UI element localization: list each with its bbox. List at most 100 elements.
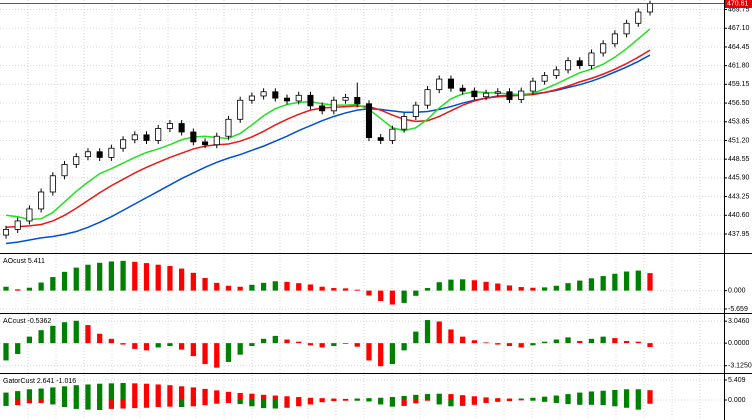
candle-body (26, 208, 33, 222)
histogram-bar (73, 267, 79, 291)
histogram-bar (635, 341, 641, 344)
histogram-bar (202, 343, 208, 365)
candle-body (225, 118, 232, 137)
gator-bar (378, 400, 384, 405)
candle-body (424, 89, 431, 106)
histogram-bar (307, 284, 314, 291)
histogram-bar (272, 335, 278, 344)
gator-bar (26, 400, 33, 404)
candle-body (635, 11, 642, 24)
gator-bar (530, 397, 536, 400)
y-tick-label: 459.15 (728, 81, 750, 88)
histogram-bar (448, 279, 454, 291)
histogram-bar (378, 343, 384, 367)
gator-bar (15, 391, 21, 400)
histogram-bar (38, 282, 44, 291)
y-tick-label: 469.75 (728, 6, 750, 13)
gator-bar (307, 400, 314, 405)
y-tick-label: 467.10 (728, 25, 750, 32)
candle-body (295, 94, 302, 102)
candle-body (623, 22, 630, 35)
histogram-bar (85, 325, 91, 344)
gator-bar (38, 400, 44, 403)
candle-body (178, 123, 185, 133)
gator-bar (225, 391, 232, 400)
panel-title: GatorCust 2.641 -1.016 (3, 378, 76, 385)
histogram-bar (26, 336, 33, 344)
gator-bar (155, 384, 161, 400)
candle-body (248, 95, 255, 101)
gator-bar (424, 394, 431, 400)
histogram-bar (97, 333, 103, 344)
histogram-bar (565, 283, 571, 291)
gator-bar (541, 400, 548, 402)
histogram-bar (401, 343, 407, 351)
histogram-bar (354, 343, 360, 347)
histogram-bar (623, 271, 630, 291)
gator-bar (50, 387, 56, 400)
histogram-bar (237, 286, 243, 291)
histogram-bar (190, 272, 196, 291)
gator-bar (413, 400, 419, 404)
y-tick-label: 437.95 (728, 231, 750, 238)
gator-bar (518, 398, 524, 400)
candle-body (307, 94, 314, 107)
gator-bar (249, 400, 255, 407)
gator-bar (249, 393, 255, 400)
gator-bar (190, 400, 196, 407)
candle-body (213, 135, 220, 146)
histogram-bar (518, 343, 524, 348)
y-tick-label: 451.20 (728, 137, 750, 144)
histogram-bar (120, 343, 126, 345)
histogram-bar (296, 341, 302, 344)
candle-body (518, 90, 525, 100)
gator-bar (237, 400, 243, 405)
histogram-bar (319, 286, 325, 291)
y-tick-label: 445.90 (728, 175, 750, 182)
gator-bar (342, 398, 349, 400)
gator-bar (354, 400, 360, 401)
histogram-bar (483, 281, 489, 291)
gator-bar (61, 400, 68, 408)
y-tick-label: -5.659 (728, 306, 748, 313)
alligator-line (5, 49, 651, 229)
candle-body (84, 151, 91, 158)
gator-bar (600, 400, 606, 406)
histogram-bar (354, 289, 360, 291)
gator-bar (647, 390, 653, 400)
gator-bar (460, 400, 466, 406)
candle-body (541, 75, 548, 82)
histogram-bar (120, 260, 126, 291)
gator-bar (167, 400, 173, 407)
histogram-bar (577, 280, 583, 291)
gator-bar (413, 394, 419, 400)
gator-bar (307, 397, 314, 400)
histogram-bar (600, 336, 606, 344)
histogram-bar (284, 281, 290, 291)
y-tick-label: 0.0000 (728, 340, 750, 347)
candle-body (61, 164, 68, 177)
histogram-bar (424, 288, 431, 291)
candle-body (565, 60, 572, 71)
y-tick-label: 453.85 (728, 119, 750, 126)
histogram-bar (506, 343, 513, 347)
histogram-bar (635, 270, 641, 291)
gator-bar (577, 400, 583, 405)
gator-bar (97, 383, 103, 400)
gator-bar (588, 400, 595, 405)
histogram-bar (50, 325, 56, 344)
candle-body (283, 97, 291, 102)
gator-bar (483, 400, 489, 403)
gator-bar (296, 400, 302, 407)
gator-bar (132, 383, 138, 400)
histogram-bar (460, 279, 466, 291)
histogram-bar (26, 287, 33, 291)
histogram-bar (3, 286, 9, 291)
gator-bar (635, 400, 641, 410)
candle-body (611, 33, 618, 45)
histogram-bar (600, 276, 606, 291)
candle-body (401, 116, 408, 130)
histogram-bar (588, 338, 595, 344)
